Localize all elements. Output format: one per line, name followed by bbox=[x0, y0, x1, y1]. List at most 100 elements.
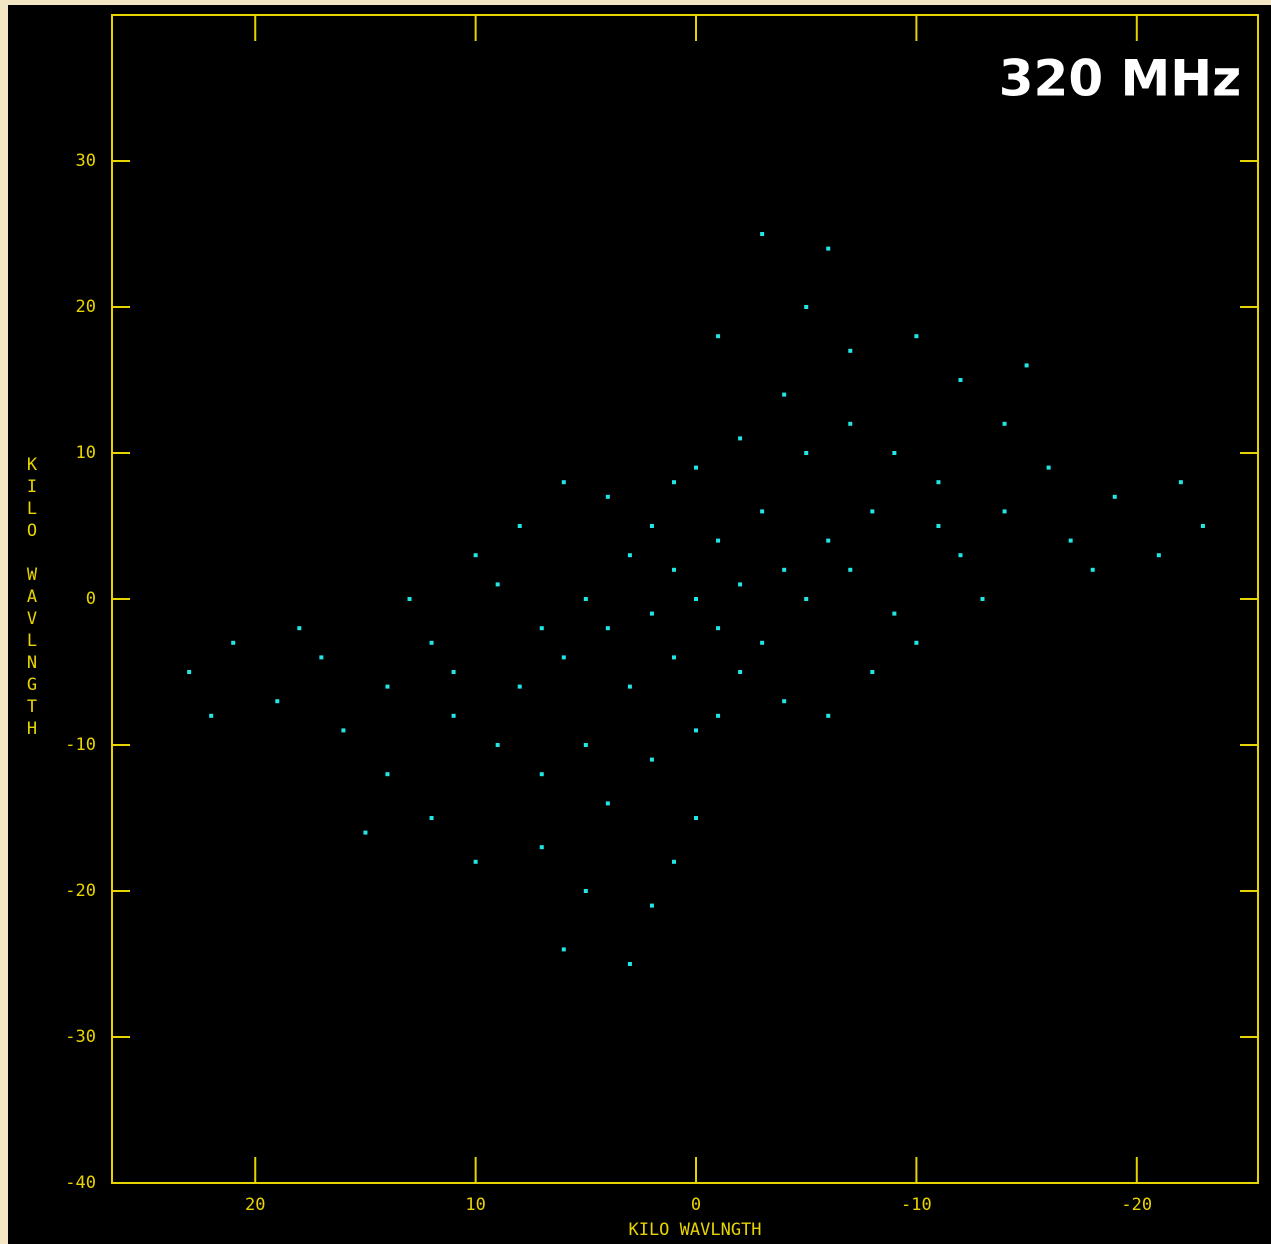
y-tick-label: 30 bbox=[76, 151, 96, 171]
uv-point bbox=[209, 714, 213, 718]
uv-point bbox=[672, 860, 676, 864]
y-tick-label: -20 bbox=[65, 881, 96, 901]
uv-point bbox=[474, 553, 478, 557]
uv-point bbox=[1201, 524, 1205, 528]
page: 320 MHz KILO WAVLNGTH KILO WAVLNGTH -40 -… bbox=[0, 0, 1271, 1244]
uv-point bbox=[738, 582, 742, 586]
uv-point bbox=[452, 714, 456, 718]
uv-point bbox=[385, 685, 389, 689]
uv-point bbox=[540, 626, 544, 630]
uv-point bbox=[848, 568, 852, 572]
y-tick-label: -40 bbox=[65, 1173, 96, 1193]
uv-point bbox=[694, 728, 698, 732]
uv-point bbox=[650, 524, 654, 528]
uv-point bbox=[826, 247, 830, 251]
uv-point bbox=[584, 743, 588, 747]
y-tick-label: -30 bbox=[65, 1027, 96, 1047]
uv-point bbox=[914, 334, 918, 338]
uv-point bbox=[804, 597, 808, 601]
uv-point bbox=[716, 539, 720, 543]
uv-point bbox=[672, 480, 676, 484]
uv-point bbox=[231, 641, 235, 645]
uv-point bbox=[628, 553, 632, 557]
uv-point bbox=[430, 816, 434, 820]
uv-point bbox=[848, 349, 852, 353]
uv-point bbox=[1047, 466, 1051, 470]
y-tick-label: 10 bbox=[76, 443, 96, 463]
uv-point bbox=[804, 451, 808, 455]
uv-point bbox=[562, 480, 566, 484]
uv-point bbox=[936, 524, 940, 528]
uv-point bbox=[694, 466, 698, 470]
uv-point bbox=[408, 597, 412, 601]
uv-point bbox=[1025, 363, 1029, 367]
uv-point bbox=[870, 509, 874, 513]
uv-point bbox=[892, 451, 896, 455]
x-tick-label: 20 bbox=[245, 1195, 265, 1215]
uv-point bbox=[1069, 539, 1073, 543]
uv-point bbox=[826, 714, 830, 718]
uv-point bbox=[782, 699, 786, 703]
uv-point bbox=[187, 670, 191, 674]
y-tick-label: 20 bbox=[76, 297, 96, 317]
uv-point bbox=[936, 480, 940, 484]
uv-point bbox=[518, 685, 522, 689]
uv-point bbox=[760, 232, 764, 236]
uv-point bbox=[474, 860, 478, 864]
uv-point bbox=[606, 801, 610, 805]
uv-point bbox=[628, 685, 632, 689]
uv-point bbox=[628, 962, 632, 966]
uv-point bbox=[584, 889, 588, 893]
uv-point bbox=[562, 947, 566, 951]
uv-point bbox=[782, 393, 786, 397]
uv-point bbox=[540, 845, 544, 849]
uv-point bbox=[870, 670, 874, 674]
uv-point bbox=[694, 816, 698, 820]
uv-point bbox=[826, 539, 830, 543]
uv-point bbox=[275, 699, 279, 703]
uv-point bbox=[914, 641, 918, 645]
x-tick-label: 0 bbox=[691, 1195, 701, 1215]
x-axis-label: KILO WAVLNGTH bbox=[628, 1220, 761, 1240]
chart: 320 MHz KILO WAVLNGTH KILO WAVLNGTH -40 -… bbox=[0, 0, 1271, 1244]
uv-point bbox=[716, 334, 720, 338]
uv-point bbox=[738, 670, 742, 674]
uv-point bbox=[760, 509, 764, 513]
x-tick-label: 10 bbox=[465, 1195, 485, 1215]
uv-point bbox=[650, 904, 654, 908]
uv-point bbox=[1091, 568, 1095, 572]
uv-point bbox=[1157, 553, 1161, 557]
uv-point bbox=[1179, 480, 1183, 484]
uv-point bbox=[716, 714, 720, 718]
uv-point bbox=[981, 597, 985, 601]
uv-point bbox=[496, 582, 500, 586]
uv-point bbox=[452, 670, 456, 674]
y-tick-label: 0 bbox=[86, 589, 96, 609]
uv-point bbox=[738, 436, 742, 440]
uv-point bbox=[1003, 422, 1007, 426]
uv-point bbox=[892, 612, 896, 616]
uv-point bbox=[385, 772, 389, 776]
uv-point bbox=[297, 626, 301, 630]
x-tick-label: -10 bbox=[901, 1195, 932, 1215]
uv-point bbox=[319, 655, 323, 659]
annotation: 320 MHz bbox=[999, 50, 1241, 108]
uv-point bbox=[760, 641, 764, 645]
y-axis-label: KILO WAVLNGTH bbox=[22, 455, 42, 741]
uv-point bbox=[430, 641, 434, 645]
uv-point bbox=[694, 597, 698, 601]
y-tick-label: -10 bbox=[65, 735, 96, 755]
plot-background bbox=[8, 5, 1271, 1244]
x-tick-label: -20 bbox=[1121, 1195, 1152, 1215]
uv-point bbox=[672, 568, 676, 572]
uv-point bbox=[804, 305, 808, 309]
uv-point bbox=[584, 597, 588, 601]
uv-point bbox=[606, 495, 610, 499]
uv-point bbox=[672, 655, 676, 659]
uv-point bbox=[650, 612, 654, 616]
uv-point bbox=[782, 568, 786, 572]
uv-point bbox=[1113, 495, 1117, 499]
uv-point bbox=[341, 728, 345, 732]
uv-point bbox=[562, 655, 566, 659]
uv-point bbox=[606, 626, 610, 630]
